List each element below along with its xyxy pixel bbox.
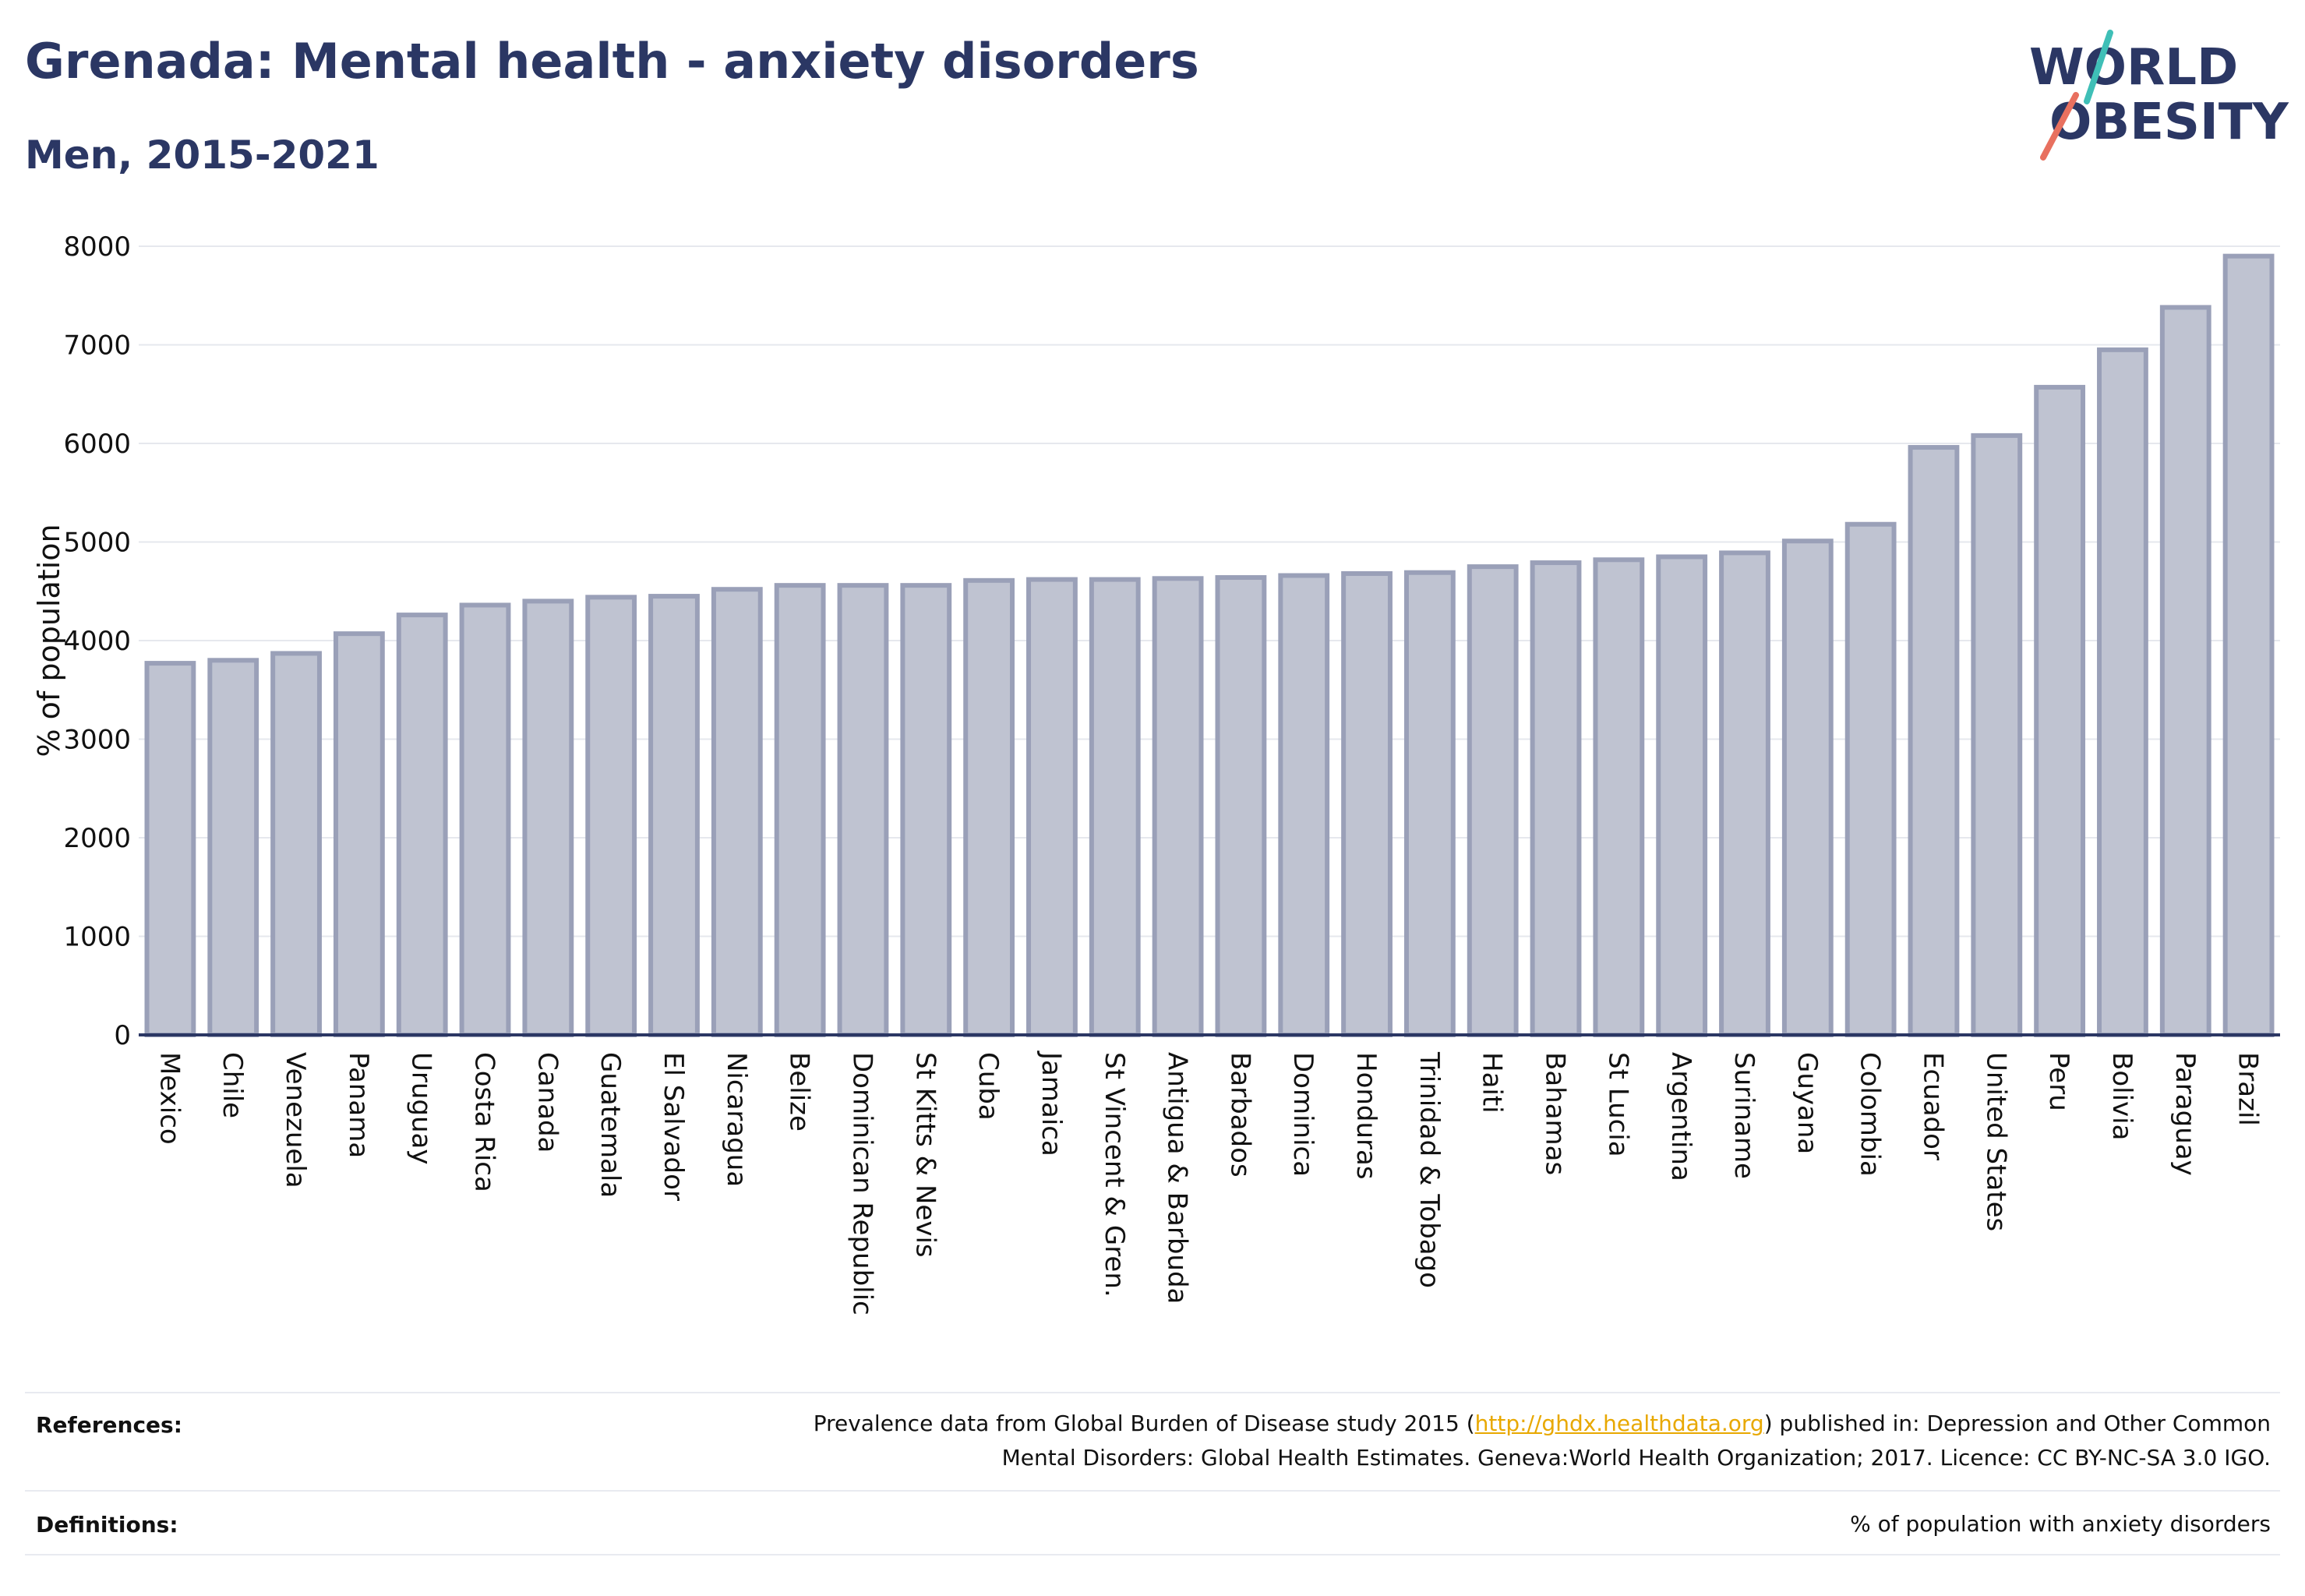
references-label: References: xyxy=(36,1412,182,1438)
chart-title: Grenada: Mental health - anxiety disorde… xyxy=(25,33,1199,90)
bar xyxy=(1844,521,1897,1037)
bar xyxy=(1656,554,1708,1037)
bar xyxy=(837,583,889,1037)
bar xyxy=(1908,445,1960,1037)
y-tick-label: 2000 xyxy=(63,823,131,854)
references-text-after: ) published in: Depression and Other Com… xyxy=(1763,1411,2271,1436)
x-tick-label: Uruguay xyxy=(406,1052,437,1165)
bar xyxy=(1278,573,1330,1037)
x-tick-label: Mexico xyxy=(154,1052,185,1145)
bar xyxy=(144,661,196,1037)
x-tick-label: Haiti xyxy=(1477,1052,1508,1114)
bar xyxy=(2222,253,2275,1037)
bar xyxy=(1781,538,1834,1037)
bar xyxy=(2034,384,2086,1037)
x-tick-label: Chile xyxy=(217,1052,248,1118)
references-text: Prevalence data from Global Burden of Di… xyxy=(556,1407,2271,1475)
bar xyxy=(1026,577,1078,1037)
world-obesity-logo: WORLD OBESITY xyxy=(2029,30,2289,161)
bar xyxy=(1971,433,2023,1037)
x-tick-label: United States xyxy=(1980,1052,2011,1231)
bar xyxy=(396,613,448,1037)
x-tick-label: Paraguay xyxy=(2169,1052,2201,1176)
bar xyxy=(1403,570,1456,1037)
x-tick-label: Jamaica xyxy=(1036,1050,1067,1156)
definitions-text: % of population with anxiety disorders xyxy=(1850,1511,2271,1537)
references-text-before: Prevalence data from Global Burden of Di… xyxy=(813,1411,1475,1436)
x-tick-label: Bolivia xyxy=(2106,1052,2137,1140)
x-tick-label: Costa Rica xyxy=(469,1052,500,1192)
x-tick-label: Nicaragua xyxy=(721,1052,752,1187)
x-tick-label: Honduras xyxy=(1350,1052,1382,1180)
bar xyxy=(1089,577,1141,1037)
footer-middle-divider xyxy=(25,1490,2280,1492)
x-tick-label: Canada xyxy=(531,1052,563,1153)
x-tick-label: Colombia xyxy=(1855,1052,1886,1177)
y-tick-label: 1000 xyxy=(63,922,131,953)
bar xyxy=(711,587,763,1037)
bar xyxy=(1152,576,1204,1037)
bar xyxy=(459,602,511,1037)
x-tick-label: Venezuela xyxy=(280,1052,311,1188)
x-tick-label: Brazil xyxy=(2233,1052,2264,1126)
bar xyxy=(207,658,259,1037)
bar xyxy=(1215,575,1267,1037)
x-tick-label: Guatemala xyxy=(595,1052,626,1198)
x-tick-label: Dominican Republic xyxy=(846,1052,877,1315)
bar xyxy=(333,631,385,1037)
x-tick-label: St Lucia xyxy=(1602,1052,1633,1157)
x-tick-label: Panama xyxy=(343,1052,374,1158)
bar xyxy=(963,577,1015,1037)
x-tick-label: Dominica xyxy=(1287,1052,1318,1177)
bar xyxy=(1341,570,1393,1037)
definitions-label: Definitions: xyxy=(36,1512,178,1538)
x-tick-label: Ecuador xyxy=(1917,1052,1948,1160)
bar xyxy=(1530,560,1582,1037)
bar xyxy=(1593,557,1645,1037)
bar xyxy=(2097,347,2148,1037)
y-tick-label: 4000 xyxy=(63,626,131,657)
logo-slash-coral xyxy=(2040,92,2079,161)
x-tick-label: St Kitts & Nevis xyxy=(909,1052,941,1258)
bar xyxy=(1719,550,1770,1037)
x-tick-label: Guyana xyxy=(1791,1052,1823,1154)
y-tick-label: 6000 xyxy=(63,429,131,460)
references-link[interactable]: http://ghdx.healthdata.org xyxy=(1474,1411,1764,1436)
logo-slash-teal xyxy=(2084,30,2113,104)
x-tick-label: Barbados xyxy=(1224,1052,1255,1178)
bar xyxy=(774,583,826,1037)
x-tick-label: Trinidad & Tobago xyxy=(1414,1051,1445,1288)
y-tick-label: 7000 xyxy=(63,330,131,362)
x-tick-label: Bahamas xyxy=(1540,1052,1571,1175)
y-axis-label: % of population xyxy=(32,524,66,757)
y-tick-label: 3000 xyxy=(63,725,131,756)
x-tick-label: Peru xyxy=(2043,1052,2074,1111)
bar xyxy=(270,651,322,1037)
x-tick-label: Belize xyxy=(784,1052,815,1132)
x-tick-label: Argentina xyxy=(1665,1052,1696,1181)
bar-chart: 0 1000 2000 3000 4000 5000 6000 7000 8000 % of po… xyxy=(32,231,2280,1315)
x-tick-label: Suriname xyxy=(1728,1052,1760,1179)
references-text-line2: Mental Disorders: Global Health Estimate… xyxy=(1001,1445,2271,1471)
bar xyxy=(648,594,700,1037)
x-tick-label: El Salvador xyxy=(658,1052,689,1201)
x-tick-label: St Vincent & Gren. xyxy=(1099,1052,1130,1298)
y-tick-label: 8000 xyxy=(63,231,131,263)
logo-line1: WORLD xyxy=(2029,39,2238,97)
chart-subtitle: Men, 2015-2021 xyxy=(25,132,379,178)
x-tick-label: Antigua & Barbuda xyxy=(1162,1052,1193,1304)
y-tick-label: 0 xyxy=(114,1020,131,1051)
footer-top-divider xyxy=(25,1392,2280,1393)
bar xyxy=(585,595,637,1037)
bar xyxy=(2159,305,2211,1037)
y-tick-label: 5000 xyxy=(63,528,131,559)
x-tick-label: Cuba xyxy=(972,1052,1004,1121)
bar xyxy=(1467,564,1519,1037)
bar xyxy=(900,583,952,1037)
footer-bottom-divider xyxy=(25,1554,2280,1555)
bar xyxy=(522,598,574,1037)
